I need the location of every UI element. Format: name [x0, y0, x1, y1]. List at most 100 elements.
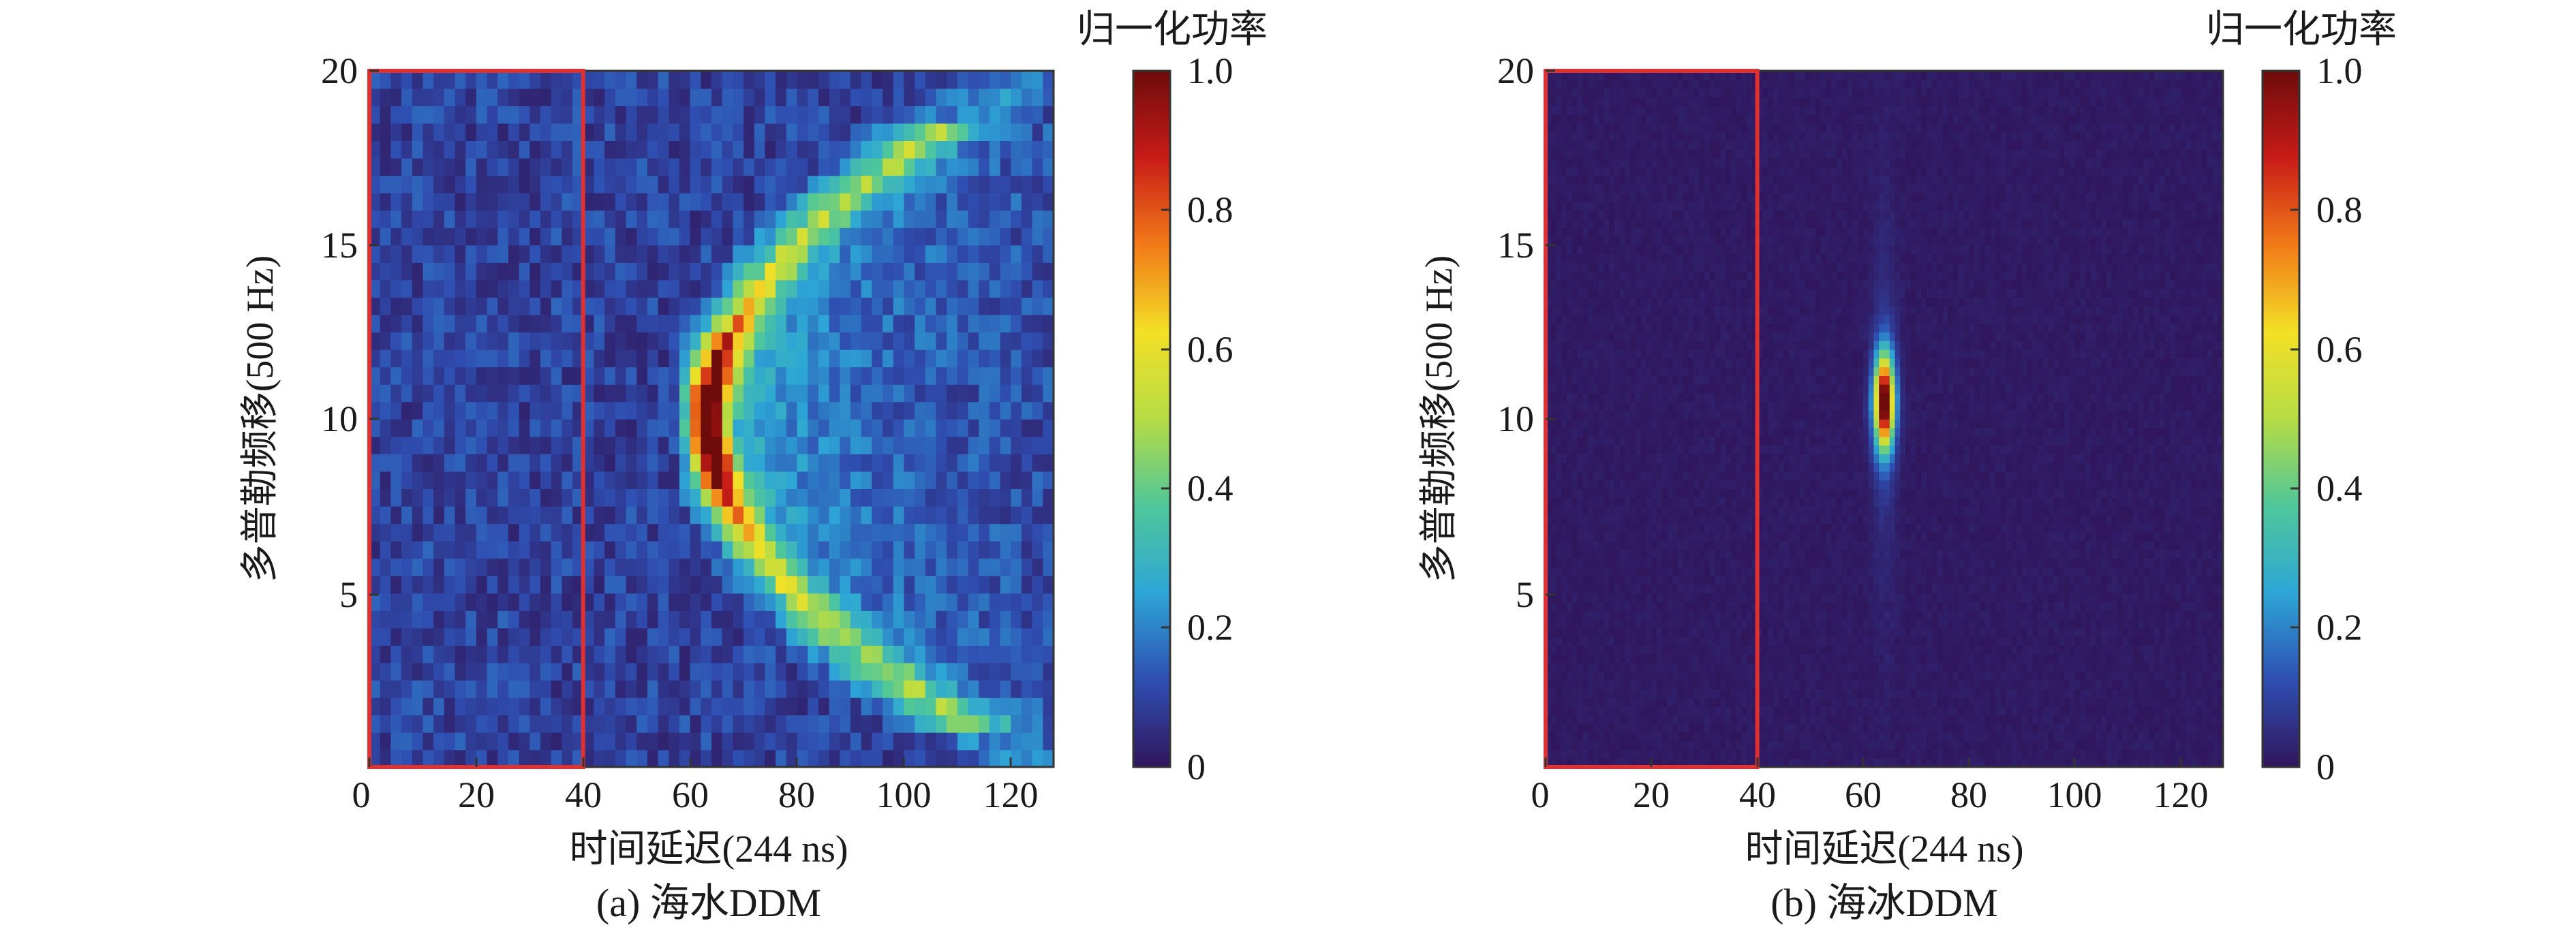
heatmap-cell	[1688, 610, 1695, 620]
heatmap-cell	[1625, 706, 1631, 716]
heatmap-cell	[1609, 383, 1615, 394]
heatmap-cell	[530, 523, 541, 542]
heatmap-cell	[1683, 131, 1689, 141]
heatmap-cell	[1032, 732, 1044, 751]
heatmap-cell	[968, 401, 979, 420]
heatmap-cell	[711, 540, 723, 559]
heatmap-cell	[1699, 323, 1705, 333]
heatmap-cell	[1667, 392, 1674, 403]
heatmap-cell	[465, 662, 477, 681]
y-tick-label: 10	[321, 398, 358, 439]
heatmap-cell	[530, 140, 541, 159]
heatmap-cell	[1657, 366, 1663, 376]
heatmap-cell	[690, 71, 702, 89]
heatmap-cell	[412, 662, 424, 681]
heatmap-cell	[412, 627, 424, 646]
heatmap-cell	[679, 245, 691, 263]
heatmap-cell	[861, 140, 873, 159]
heatmap-cell	[423, 627, 434, 646]
heatmap-cell	[850, 71, 862, 89]
heatmap-cell	[861, 192, 873, 211]
heatmap-cell	[594, 106, 605, 124]
heatmap-cell	[1604, 358, 1610, 368]
heatmap-cell	[893, 262, 905, 281]
heatmap-cell	[562, 715, 573, 733]
heatmap-cell	[1630, 514, 1636, 524]
heatmap-cell	[1000, 157, 1012, 176]
heatmap-cell	[1693, 653, 1700, 663]
heatmap-cell	[818, 732, 830, 751]
heatmap-cell	[776, 297, 787, 315]
heatmap-cell	[797, 505, 808, 524]
heatmap-cell	[1588, 253, 1594, 263]
heatmap-cell	[1546, 471, 1552, 481]
heatmap-cell	[1683, 610, 1689, 620]
heatmap-cell	[1598, 419, 1605, 428]
heatmap-cell	[1651, 532, 1657, 542]
heatmap-cell	[765, 540, 776, 559]
heatmap-cell	[390, 245, 402, 263]
heatmap-cell	[455, 505, 466, 524]
heatmap-cell	[1593, 636, 1599, 646]
heatmap-cell	[1000, 192, 1012, 211]
heatmap-cell	[1588, 671, 1594, 681]
heatmap-cell	[1651, 497, 1657, 507]
heatmap-cell	[722, 262, 734, 281]
heatmap-cell	[626, 175, 637, 193]
heatmap-cell	[915, 471, 926, 489]
heatmap-cell	[883, 419, 894, 437]
heatmap-cell	[808, 645, 819, 663]
heatmap-cell	[519, 332, 531, 350]
heatmap-cell	[497, 715, 509, 733]
heatmap-cell	[401, 332, 413, 350]
heatmap-cell	[637, 505, 648, 524]
heatmap-cell	[465, 383, 477, 403]
heatmap-cell	[530, 593, 541, 611]
heatmap-cell	[1577, 549, 1584, 559]
heatmap-cell	[604, 471, 616, 489]
heatmap-cell	[1598, 401, 1605, 411]
heatmap-cell	[637, 558, 648, 576]
heatmap-cell	[1588, 114, 1594, 124]
heatmap-cell	[936, 627, 947, 646]
heatmap-cell	[1604, 645, 1610, 655]
heatmap-cell	[1688, 706, 1695, 716]
heatmap-cell	[1693, 462, 1700, 472]
heatmap-cell	[1546, 332, 1552, 341]
heatmap-cell	[637, 436, 648, 454]
heatmap-cell	[433, 593, 445, 611]
heatmap-cell	[562, 645, 573, 663]
heatmap-cell	[1693, 383, 1700, 394]
heatmap-cell	[637, 662, 648, 681]
heatmap-cell	[1567, 454, 1573, 463]
heatmap-cell	[904, 645, 915, 663]
heatmap-cell	[915, 505, 926, 524]
heatmap-cell	[1571, 540, 1578, 550]
heatmap-cell	[925, 332, 937, 350]
heatmap-cell	[572, 505, 584, 524]
heatmap-cell	[1661, 723, 1668, 733]
heatmap-cell	[1651, 445, 1657, 454]
heatmap-cell	[1609, 88, 1615, 98]
heatmap-cell	[658, 732, 670, 751]
heatmap-cell	[1556, 184, 1563, 193]
heatmap-cell	[754, 593, 766, 611]
heatmap-cell	[850, 106, 862, 124]
heatmap-cell	[1567, 392, 1573, 403]
heatmap-cell	[1630, 210, 1636, 219]
heatmap-cell	[1667, 79, 1674, 89]
heatmap-cell	[915, 436, 926, 454]
heatmap-cell	[776, 366, 787, 385]
heatmap-cell	[1021, 192, 1033, 211]
heatmap-cell	[1657, 219, 1663, 228]
heatmap-cell	[776, 749, 787, 768]
heatmap-cell	[850, 576, 862, 594]
heatmap-cell	[1678, 332, 1684, 341]
heatmap-cell	[1011, 297, 1022, 315]
heatmap-cell	[754, 436, 766, 454]
heatmap-cell	[1614, 236, 1621, 246]
heatmap-cell	[1043, 297, 1054, 315]
heatmap-cell	[861, 262, 873, 281]
heatmap-cell	[1546, 131, 1552, 141]
heatmap-cell	[733, 697, 744, 716]
